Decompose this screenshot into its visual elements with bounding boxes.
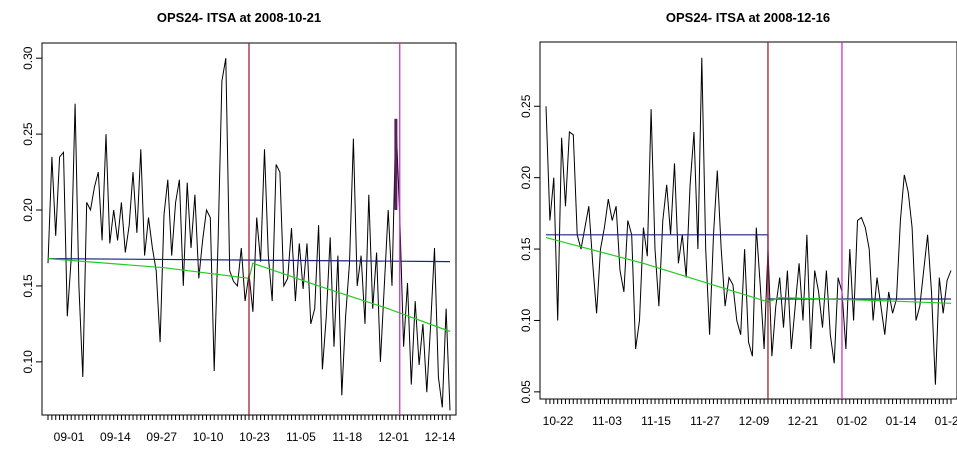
x-tick-label: 10-10 (193, 430, 224, 444)
x-tick-label: 01-14 (886, 414, 917, 428)
chart-right-svg: OPS24- ITSA at 2008-12-16 0.05 0.10 0.15 0.… (519, 10, 957, 428)
y-tick-label: 0.20 (519, 166, 533, 190)
x-tick-label: 09-27 (146, 430, 177, 444)
y-tick-label: 0.20 (21, 198, 35, 222)
y-tick-label: 0.10 (519, 308, 533, 332)
x-tick-label: 12-01 (378, 430, 409, 444)
chart-left: OPS24- ITSA at 2008-10-21 0.10 0.15 0.20 0.… (0, 0, 478, 452)
x-tick-label: 12-21 (788, 414, 819, 428)
x-tick-label: 11-03 (592, 414, 622, 428)
x-tick-label: 01-26 (935, 414, 957, 428)
y-tick-label: 0.25 (21, 122, 35, 146)
x-tick-label: 09-14 (100, 430, 131, 444)
chart-left-svg: OPS24- ITSA at 2008-10-21 0.10 0.15 0.20 0.… (21, 10, 457, 444)
y-tick-label: 0.15 (519, 237, 533, 261)
y-tick-label: 0.15 (21, 274, 35, 298)
chart-title: OPS24- ITSA at 2008-12-16 (666, 10, 830, 25)
x-tick-label: 11-27 (690, 414, 720, 428)
y-tick-label: 0.30 (21, 46, 35, 70)
y-tick-label: 0.05 (519, 380, 533, 404)
x-tick-label: 10-22 (543, 414, 574, 428)
series-line (545, 237, 952, 304)
plot-frame (539, 41, 957, 400)
x-tick-label: 12-14 (425, 430, 456, 444)
x-tick-label: 10-23 (239, 430, 270, 444)
chart-title: OPS24- ITSA at 2008-10-21 (157, 10, 321, 25)
y-tick-label: 0.10 (21, 350, 35, 374)
x-tick-label: 11-15 (641, 414, 671, 428)
x-tick-label: 01-02 (837, 414, 868, 428)
series-line (545, 57, 952, 385)
x-tick-label: 12-09 (739, 414, 770, 428)
x-tick-label: 09-01 (54, 430, 85, 444)
chart-right: OPS24- ITSA at 2008-12-16 0.05 0.10 0.15 0.… (480, 0, 957, 452)
y-tick-label: 0.25 (519, 94, 533, 118)
x-tick-label: 11-05 (286, 430, 316, 444)
x-tick-label: 11-18 (332, 430, 362, 444)
series-line (47, 258, 451, 333)
series-line (546, 234, 951, 300)
